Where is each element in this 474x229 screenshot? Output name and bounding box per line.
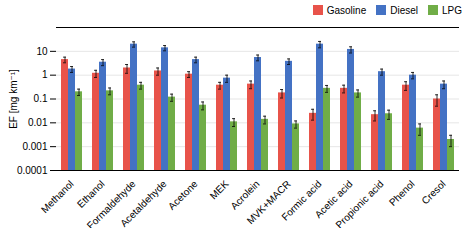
svg-text:Propionic acid: Propionic acid: [333, 178, 385, 228]
svg-text:0.1: 0.1: [34, 93, 48, 104]
svg-text:0.01: 0.01: [28, 117, 48, 128]
svg-text:0.001: 0.001: [22, 141, 47, 152]
html-text:LPG: LPG: [442, 4, 462, 16]
svg-text:Acetic acid: Acetic acid: [312, 178, 355, 221]
svg-text:Acrolein: Acrolein: [228, 178, 262, 212]
svg-text:Formic acid: Formic acid: [279, 178, 324, 223]
svg-text:Phenol: Phenol: [387, 178, 417, 208]
svg-text:Methanol: Methanol: [39, 178, 76, 215]
svg-text:0.0001: 0.0001: [17, 165, 48, 176]
svg-text:MVK+MACR: MVK+MACR: [244, 178, 293, 227]
svg-text:EF [mg km⁻¹]: EF [mg km⁻¹]: [8, 69, 19, 129]
svg-text:Acetaldehyde: Acetaldehyde: [118, 178, 169, 228]
html-text:Diesel: Diesel: [390, 4, 418, 16]
html-text:Gasoline: Gasoline: [326, 4, 367, 16]
svg-text:Ethanol: Ethanol: [74, 178, 107, 210]
svg-text:Acetone: Acetone: [166, 178, 200, 212]
svg-text:1: 1: [42, 69, 48, 80]
svg-text:Cresol: Cresol: [419, 178, 447, 206]
svg-text:10: 10: [36, 46, 48, 57]
svg-text:MEK: MEK: [208, 178, 231, 201]
